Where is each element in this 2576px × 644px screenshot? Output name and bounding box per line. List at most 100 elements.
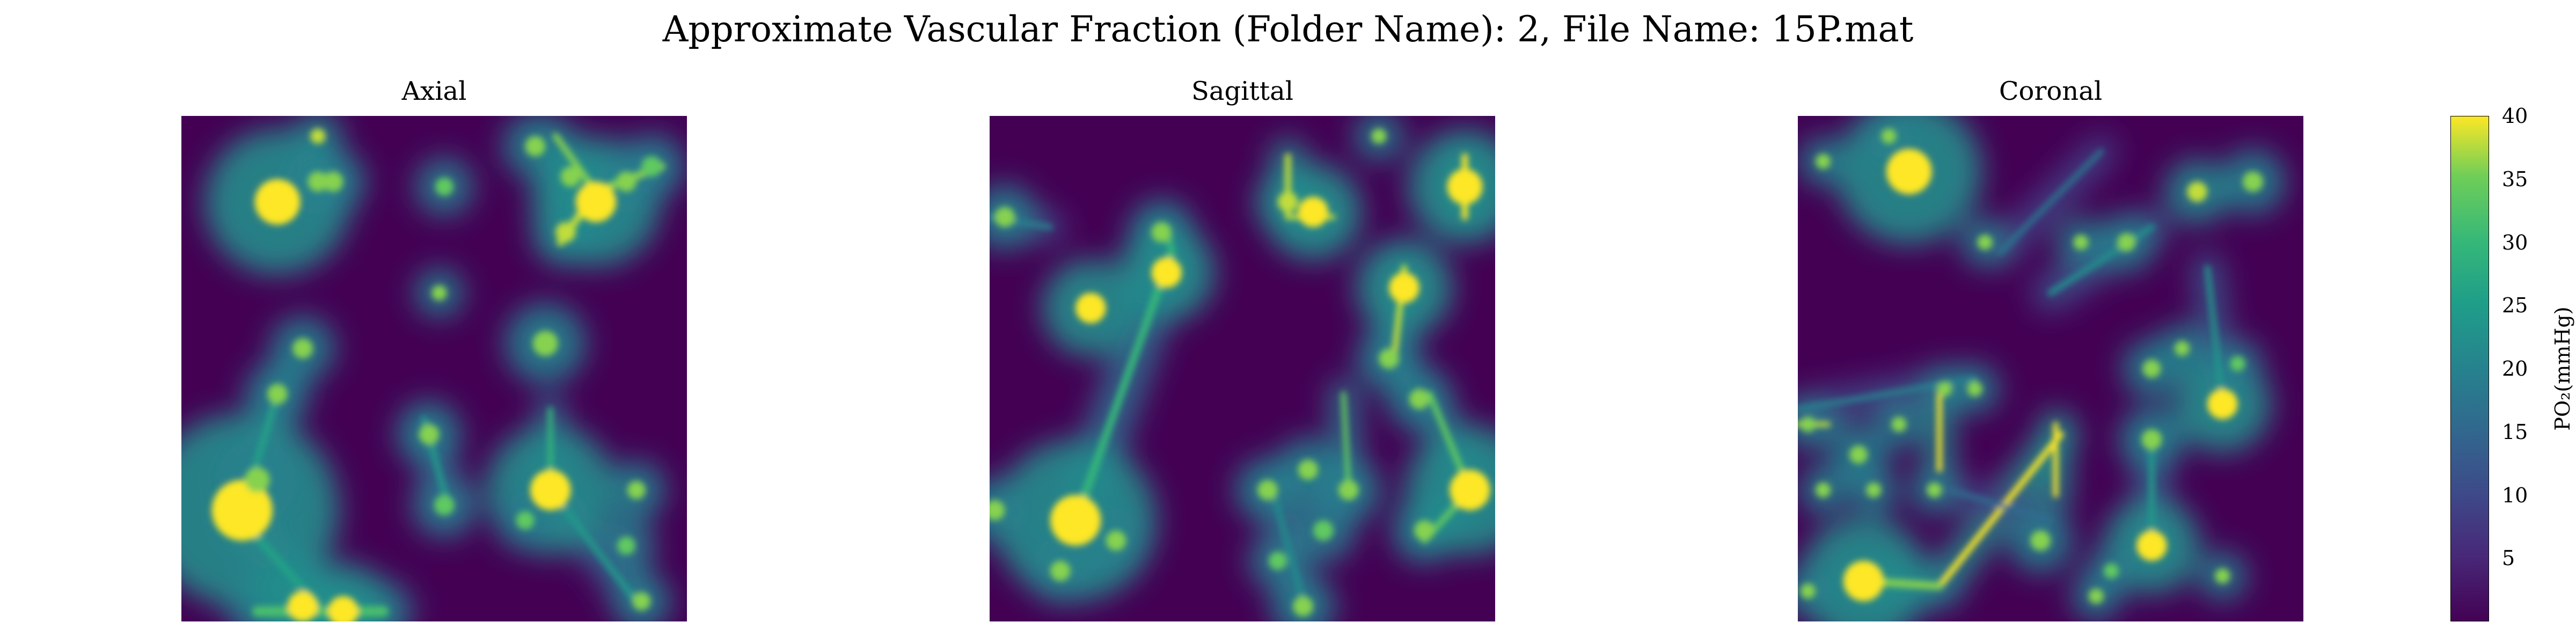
- heatmap-sagittal-svg: [990, 116, 1495, 621]
- oxygen-hotspot: [1409, 389, 1430, 409]
- oxygen-hotspot: [310, 128, 326, 144]
- oxygen-hotspot: [434, 495, 455, 516]
- oxygen-hotspot: [323, 171, 343, 192]
- oxygen-hotspot: [516, 511, 535, 530]
- oxygen-hotspot: [1447, 169, 1483, 204]
- oxygen-hotspot: [1389, 273, 1419, 303]
- oxygen-hotspot: [1151, 222, 1172, 243]
- oxygen-hotspot: [525, 136, 546, 157]
- oxygen-hotspot: [211, 480, 273, 541]
- oxygen-hotspot: [1313, 520, 1334, 541]
- colorbar-tick-label: 40: [2502, 104, 2528, 128]
- oxygen-hotspot: [244, 467, 270, 493]
- vessel-segment: [552, 133, 599, 195]
- oxygen-hotspot: [994, 207, 1015, 228]
- oxygen-hotspot: [616, 171, 636, 192]
- oxygen-hotspot: [532, 331, 558, 356]
- oxygen-hotspot: [1298, 196, 1329, 228]
- oxygen-hotspot-halo: [990, 478, 1027, 543]
- vessel-segment: [547, 487, 640, 604]
- panel-title-axial: Axial: [401, 76, 467, 106]
- oxygen-hotspot: [555, 222, 576, 243]
- oxygen-hotspot: [1967, 381, 1982, 397]
- heatmap-axial: [181, 116, 687, 621]
- colorbar-tick-label: 5: [2502, 546, 2515, 570]
- oxygen-hotspot: [292, 338, 313, 359]
- colorbar-svg: [2450, 115, 2496, 622]
- oxygen-hotspot: [2136, 530, 2167, 561]
- oxygen-hotspot: [1450, 470, 1490, 510]
- oxygen-hotspot: [2088, 588, 2104, 604]
- oxygen-hotspot: [1866, 482, 1882, 498]
- oxygen-hotspot: [328, 596, 358, 621]
- oxygen-hotspot: [431, 285, 447, 301]
- oxygen-hotspot: [2207, 389, 2238, 420]
- oxygen-hotspot: [1257, 480, 1278, 500]
- oxygen-hotspot: [1075, 292, 1106, 324]
- oxygen-hotspot: [1815, 153, 1831, 169]
- heatmap-axial-svg: [181, 116, 687, 621]
- oxygen-hotspot: [617, 536, 635, 555]
- vessel-segment: [1270, 487, 1306, 604]
- oxygen-hotspot: [627, 481, 646, 500]
- oxygen-hotspot: [560, 166, 581, 187]
- oxygen-hotspot: [1277, 192, 1298, 212]
- oxygen-hotspot: [2142, 360, 2161, 378]
- oxygen-hotspot: [254, 179, 301, 225]
- oxygen-hotspot: [1977, 235, 1993, 250]
- oxygen-hotspot: [1338, 480, 1359, 500]
- vessel-segment: [1072, 248, 1176, 524]
- oxygen-hotspot: [1050, 495, 1101, 546]
- figure-title: Approximate Vascular Fraction (Folder Na…: [662, 9, 1914, 50]
- oxygen-hotspot: [530, 470, 571, 510]
- vessel-segment: [1946, 487, 2053, 523]
- oxygen-hotspot: [1800, 583, 1816, 599]
- oxygen-hotspot: [1151, 257, 1182, 288]
- oxygen-hotspot: [1843, 560, 1884, 602]
- oxygen-hotspot: [2073, 235, 2089, 250]
- oxygen-hotspot: [2030, 530, 2051, 551]
- oxygen-hotspot: [1414, 520, 1435, 541]
- vessel-segment: [1936, 431, 2064, 589]
- oxygen-hotspot: [2187, 181, 2208, 202]
- colorbar-label: PO₂(mmHg): [2551, 306, 2574, 431]
- colorbar-tick-label: 30: [2502, 230, 2528, 254]
- oxygen-hotspot: [1815, 482, 1831, 498]
- vessel-segment: [2205, 265, 2225, 407]
- oxygen-hotspot: [419, 424, 440, 445]
- oxygen-hotspot: [641, 156, 662, 177]
- oxygen-hotspot: [1927, 482, 1942, 498]
- colorbar-tick-label: 20: [2502, 357, 2528, 380]
- oxygen-hotspot: [267, 384, 288, 404]
- oxygen-hotspot: [2242, 171, 2263, 192]
- oxygen-hotspot: [2117, 233, 2136, 252]
- oxygen-hotspot: [308, 171, 328, 192]
- panel-title-coronal: Coronal: [1999, 76, 2103, 106]
- oxygen-hotspot: [2174, 341, 2190, 356]
- oxygen-hotspot: [1298, 459, 1319, 480]
- colorbar: [2450, 115, 2496, 622]
- colorbar-gradient: [2450, 115, 2490, 622]
- oxygen-hotspot: [1800, 416, 1816, 432]
- oxygen-hotspot: [1886, 149, 1932, 195]
- oxygen-hotspot: [1371, 128, 1387, 144]
- oxygen-hotspot: [990, 500, 1005, 521]
- oxygen-hotspot: [2230, 356, 2245, 371]
- oxygen-hotspot: [1937, 381, 1952, 397]
- colorbar-tick-label: 35: [2502, 167, 2528, 191]
- colorbar-tick-label: 25: [2502, 294, 2528, 318]
- oxygen-hotspot: [2141, 429, 2162, 450]
- heatmap-coronal: [1798, 116, 2303, 621]
- vessel-segment: [1997, 149, 2104, 255]
- colorbar-tick-label: 15: [2502, 420, 2528, 444]
- oxygen-hotspot: [435, 177, 453, 196]
- oxygen-hotspot: [1891, 416, 1907, 432]
- oxygen-hotspot: [1881, 128, 1897, 144]
- panel-title-sagittal: Sagittal: [1191, 76, 1294, 106]
- oxygen-hotspot: [2103, 563, 2119, 579]
- oxygen-hotspot: [1293, 596, 1313, 617]
- heatmap-coronal-svg: [1798, 116, 2303, 621]
- oxygen-hotspot: [1050, 560, 1071, 581]
- vessel-segment: [1341, 391, 1351, 493]
- oxygen-hotspot: [1379, 348, 1400, 369]
